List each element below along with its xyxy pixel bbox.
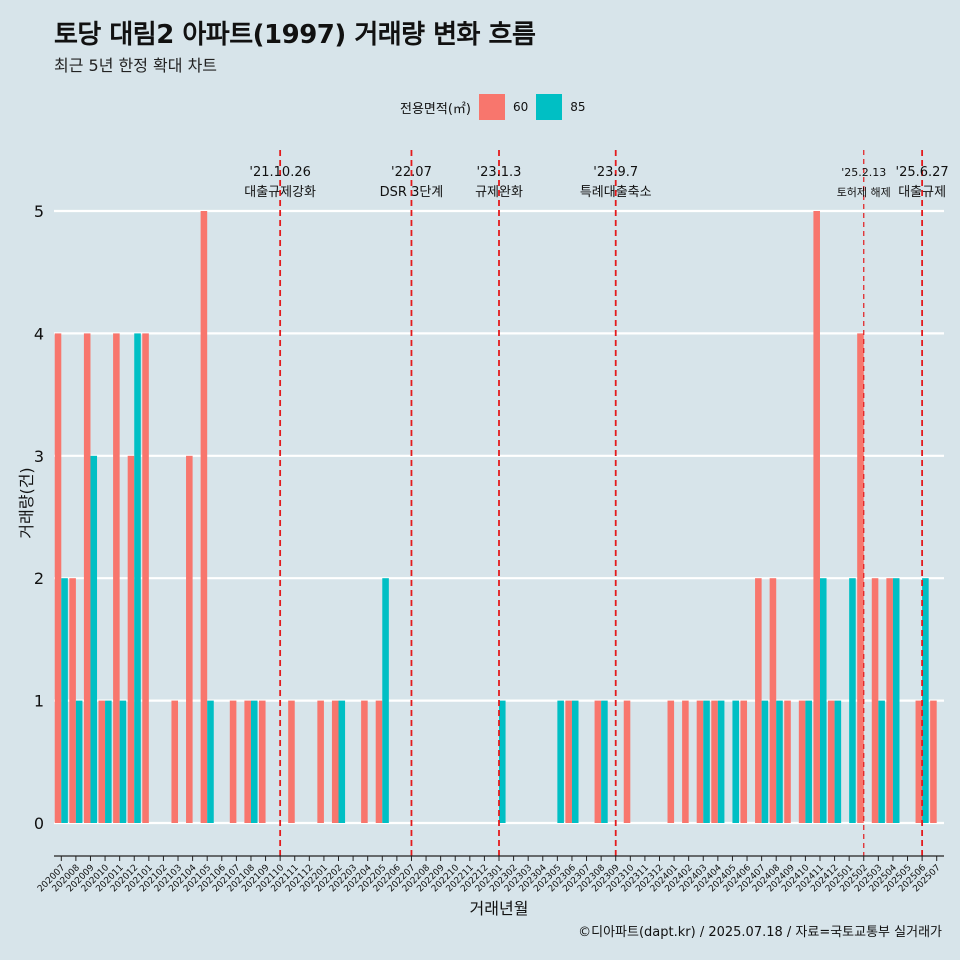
chart-subtitle: 최근 5년 한정 확대 차트 — [54, 56, 218, 75]
event-date-0: '21.10.26 — [249, 165, 310, 180]
bar-85-202411 — [819, 578, 827, 823]
bar-60-202008 — [69, 578, 76, 823]
bar-85-202410 — [805, 700, 812, 823]
event-label-5: 대출규제 — [898, 185, 946, 200]
x-axis-title: 거래년월 — [470, 899, 529, 918]
y-tick-label-2: 2 — [34, 569, 44, 588]
legend-key-60 — [478, 94, 505, 120]
bar-60-202205 — [375, 700, 383, 823]
bar-60-202201 — [317, 700, 324, 823]
y-axis-title: 거래량(건) — [17, 467, 36, 538]
y-tick-label-4: 4 — [34, 324, 44, 343]
bar-60-202411 — [813, 211, 820, 823]
event-date-4: '25.2.13 — [841, 166, 886, 179]
bar-60-202409 — [784, 700, 791, 823]
event-date-5: '25.6.27 — [896, 165, 949, 180]
bar-85-202501 — [849, 578, 856, 823]
bar-60-202105 — [200, 211, 208, 823]
bar-85-202305 — [557, 700, 564, 823]
bar-60-202308 — [594, 700, 602, 823]
bar-85-202504 — [892, 578, 900, 823]
event-date-1: '22.07 — [391, 165, 432, 180]
bar-85-202202 — [338, 700, 346, 823]
legend-label-85: 85 — [570, 100, 586, 114]
bar-60-202111 — [288, 700, 295, 823]
bar-60-202504 — [886, 578, 893, 823]
y-tick-label-5: 5 — [34, 202, 44, 221]
bar-85-202205 — [382, 578, 389, 823]
bar-60-202403 — [696, 700, 704, 823]
y-tick-label-3: 3 — [34, 447, 44, 466]
event-date-2: '23.1.3 — [477, 165, 522, 180]
bar-85-202503 — [878, 700, 885, 823]
bar-60-202107 — [229, 700, 237, 823]
bar-85-202306 — [571, 700, 579, 823]
bar-60-202012 — [127, 455, 135, 823]
event-date-3: '23.9.7 — [593, 165, 638, 180]
bar-60-202408 — [769, 578, 777, 823]
bar-60-202306 — [565, 700, 572, 823]
event-label-0: 대출규제강화 — [244, 185, 316, 200]
bar-85-202108 — [250, 700, 258, 823]
bar-85-202301 — [499, 700, 506, 823]
bar-85-202405 — [732, 700, 740, 823]
bar-85-202009 — [90, 455, 98, 823]
bar-85-202403 — [703, 700, 710, 823]
legend-label-60: 60 — [512, 100, 529, 114]
bar-60-202010 — [98, 700, 106, 823]
bar-85-202404 — [717, 700, 725, 823]
bar-60-202204 — [361, 700, 368, 823]
bar-85-202408 — [776, 700, 783, 823]
event-label-2: 규제완화 — [475, 185, 523, 200]
bar-60-202502 — [857, 333, 864, 823]
bar-60-202202 — [331, 700, 339, 823]
event-label-4: 토허제 해제 — [837, 185, 891, 199]
bar-60-202410 — [798, 700, 806, 823]
bar-85-202506 — [922, 578, 929, 823]
bar-85-202105 — [207, 700, 214, 823]
bar-85-202012 — [134, 333, 141, 823]
bar-60-202104 — [186, 455, 193, 823]
bar-60-202412 — [828, 700, 835, 823]
bar-60-202009 — [83, 333, 91, 823]
source-caption: ©디아파트(dapt.kr) / 2025.07.18 / 자료=국토교통부 실… — [578, 925, 942, 940]
bar-60-202109 — [258, 700, 266, 823]
bar-60-202007 — [54, 333, 62, 823]
bar-60-202506 — [915, 700, 923, 823]
bar-85-202407 — [761, 700, 769, 823]
bar-60-202103 — [171, 700, 179, 823]
legend-title: 전용면적(㎡) — [400, 101, 471, 117]
event-label-3: 특례대출축소 — [580, 185, 652, 200]
bar-60-202402 — [682, 700, 689, 823]
bar-85-202008 — [75, 700, 83, 823]
bar-60-202503 — [871, 578, 879, 823]
bar-85-202308 — [601, 700, 608, 823]
legend-key-85 — [536, 94, 563, 120]
bar-60-202407 — [755, 578, 762, 823]
bar-60-202401 — [667, 700, 675, 823]
event-label-1: DSR 3단계 — [380, 185, 444, 200]
bar-60-202406 — [740, 700, 748, 823]
bar-85-202412 — [834, 700, 842, 823]
legend: 전용면적(㎡) 60 85 — [400, 93, 594, 121]
bar-85-202007 — [61, 578, 68, 823]
bar-60-202108 — [244, 700, 251, 823]
bar-60-202011 — [113, 333, 120, 823]
bar-85-202011 — [119, 700, 127, 823]
bar-60-202101 — [142, 333, 149, 823]
bar-60-202507 — [930, 700, 937, 823]
y-tick-label-1: 1 — [34, 692, 44, 711]
bar-85-202010 — [105, 700, 112, 823]
bar-60-202310 — [623, 700, 631, 823]
y-tick-label-0: 0 — [34, 814, 44, 833]
bar-60-202404 — [711, 700, 718, 823]
chart-title: 토당 대림2 아파트(1997) 거래량 변화 흐름 — [54, 20, 536, 50]
